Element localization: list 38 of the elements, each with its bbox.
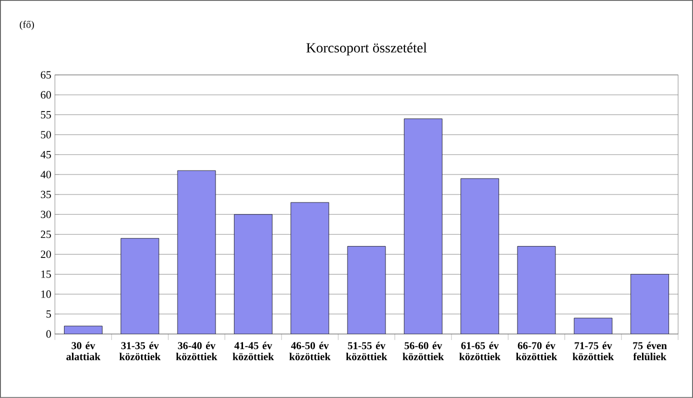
y-tick-label: 5 [46, 310, 51, 318]
bar [517, 246, 556, 334]
bar [234, 214, 272, 334]
bar [630, 274, 669, 334]
y-tick-label: 25 [40, 230, 51, 238]
bar [64, 326, 102, 334]
chart-title: Korcsoport összetétel [306, 42, 427, 56]
y-tick-label: 60 [40, 91, 51, 99]
y-tick-label: 40 [40, 170, 51, 178]
y-tick-label: 55 [41, 111, 51, 118]
bar [574, 318, 612, 334]
bar [404, 118, 442, 334]
y-axis-title: (fő) [20, 20, 34, 30]
y-tick-label: 30 [40, 210, 51, 218]
bar [177, 170, 216, 334]
bar [347, 246, 386, 334]
x-tick-label: 41-45 év közöttiek [232, 342, 274, 360]
bar [460, 178, 500, 334]
bar [120, 238, 160, 334]
x-tick-label: 31-35 év közöttiek [119, 342, 161, 360]
y-tick-label: 65 [40, 71, 51, 79]
y-tick-label: 35 [40, 190, 51, 198]
y-tick-label: 10 [41, 290, 51, 298]
x-tick-label: 71-75 év közöttiek [572, 342, 614, 360]
x-tick-label: 61-65 év közöttiek [459, 342, 501, 360]
x-tick-label: 51-55 év közöttiek [346, 342, 388, 360]
x-tick-label: 75 éven felüliek [633, 342, 667, 360]
y-tick-label: 50 [41, 131, 51, 138]
y-tick-label: 15 [41, 270, 51, 278]
x-tick-label: 36-40 év közöttiek [176, 342, 218, 360]
x-tick-label: 56-60 év közöttiek [402, 342, 444, 360]
y-tick-label: 0 [46, 330, 51, 338]
y-tick-label: 45 [40, 151, 51, 158]
y-tick-label: 20 [40, 250, 51, 258]
x-tick-label: 30 év alattiak [66, 342, 100, 360]
bar [290, 202, 330, 334]
x-tick-label: 66-70 év közöttiek [516, 342, 558, 360]
x-tick-label: 46-50 év közöttiek [289, 342, 331, 360]
